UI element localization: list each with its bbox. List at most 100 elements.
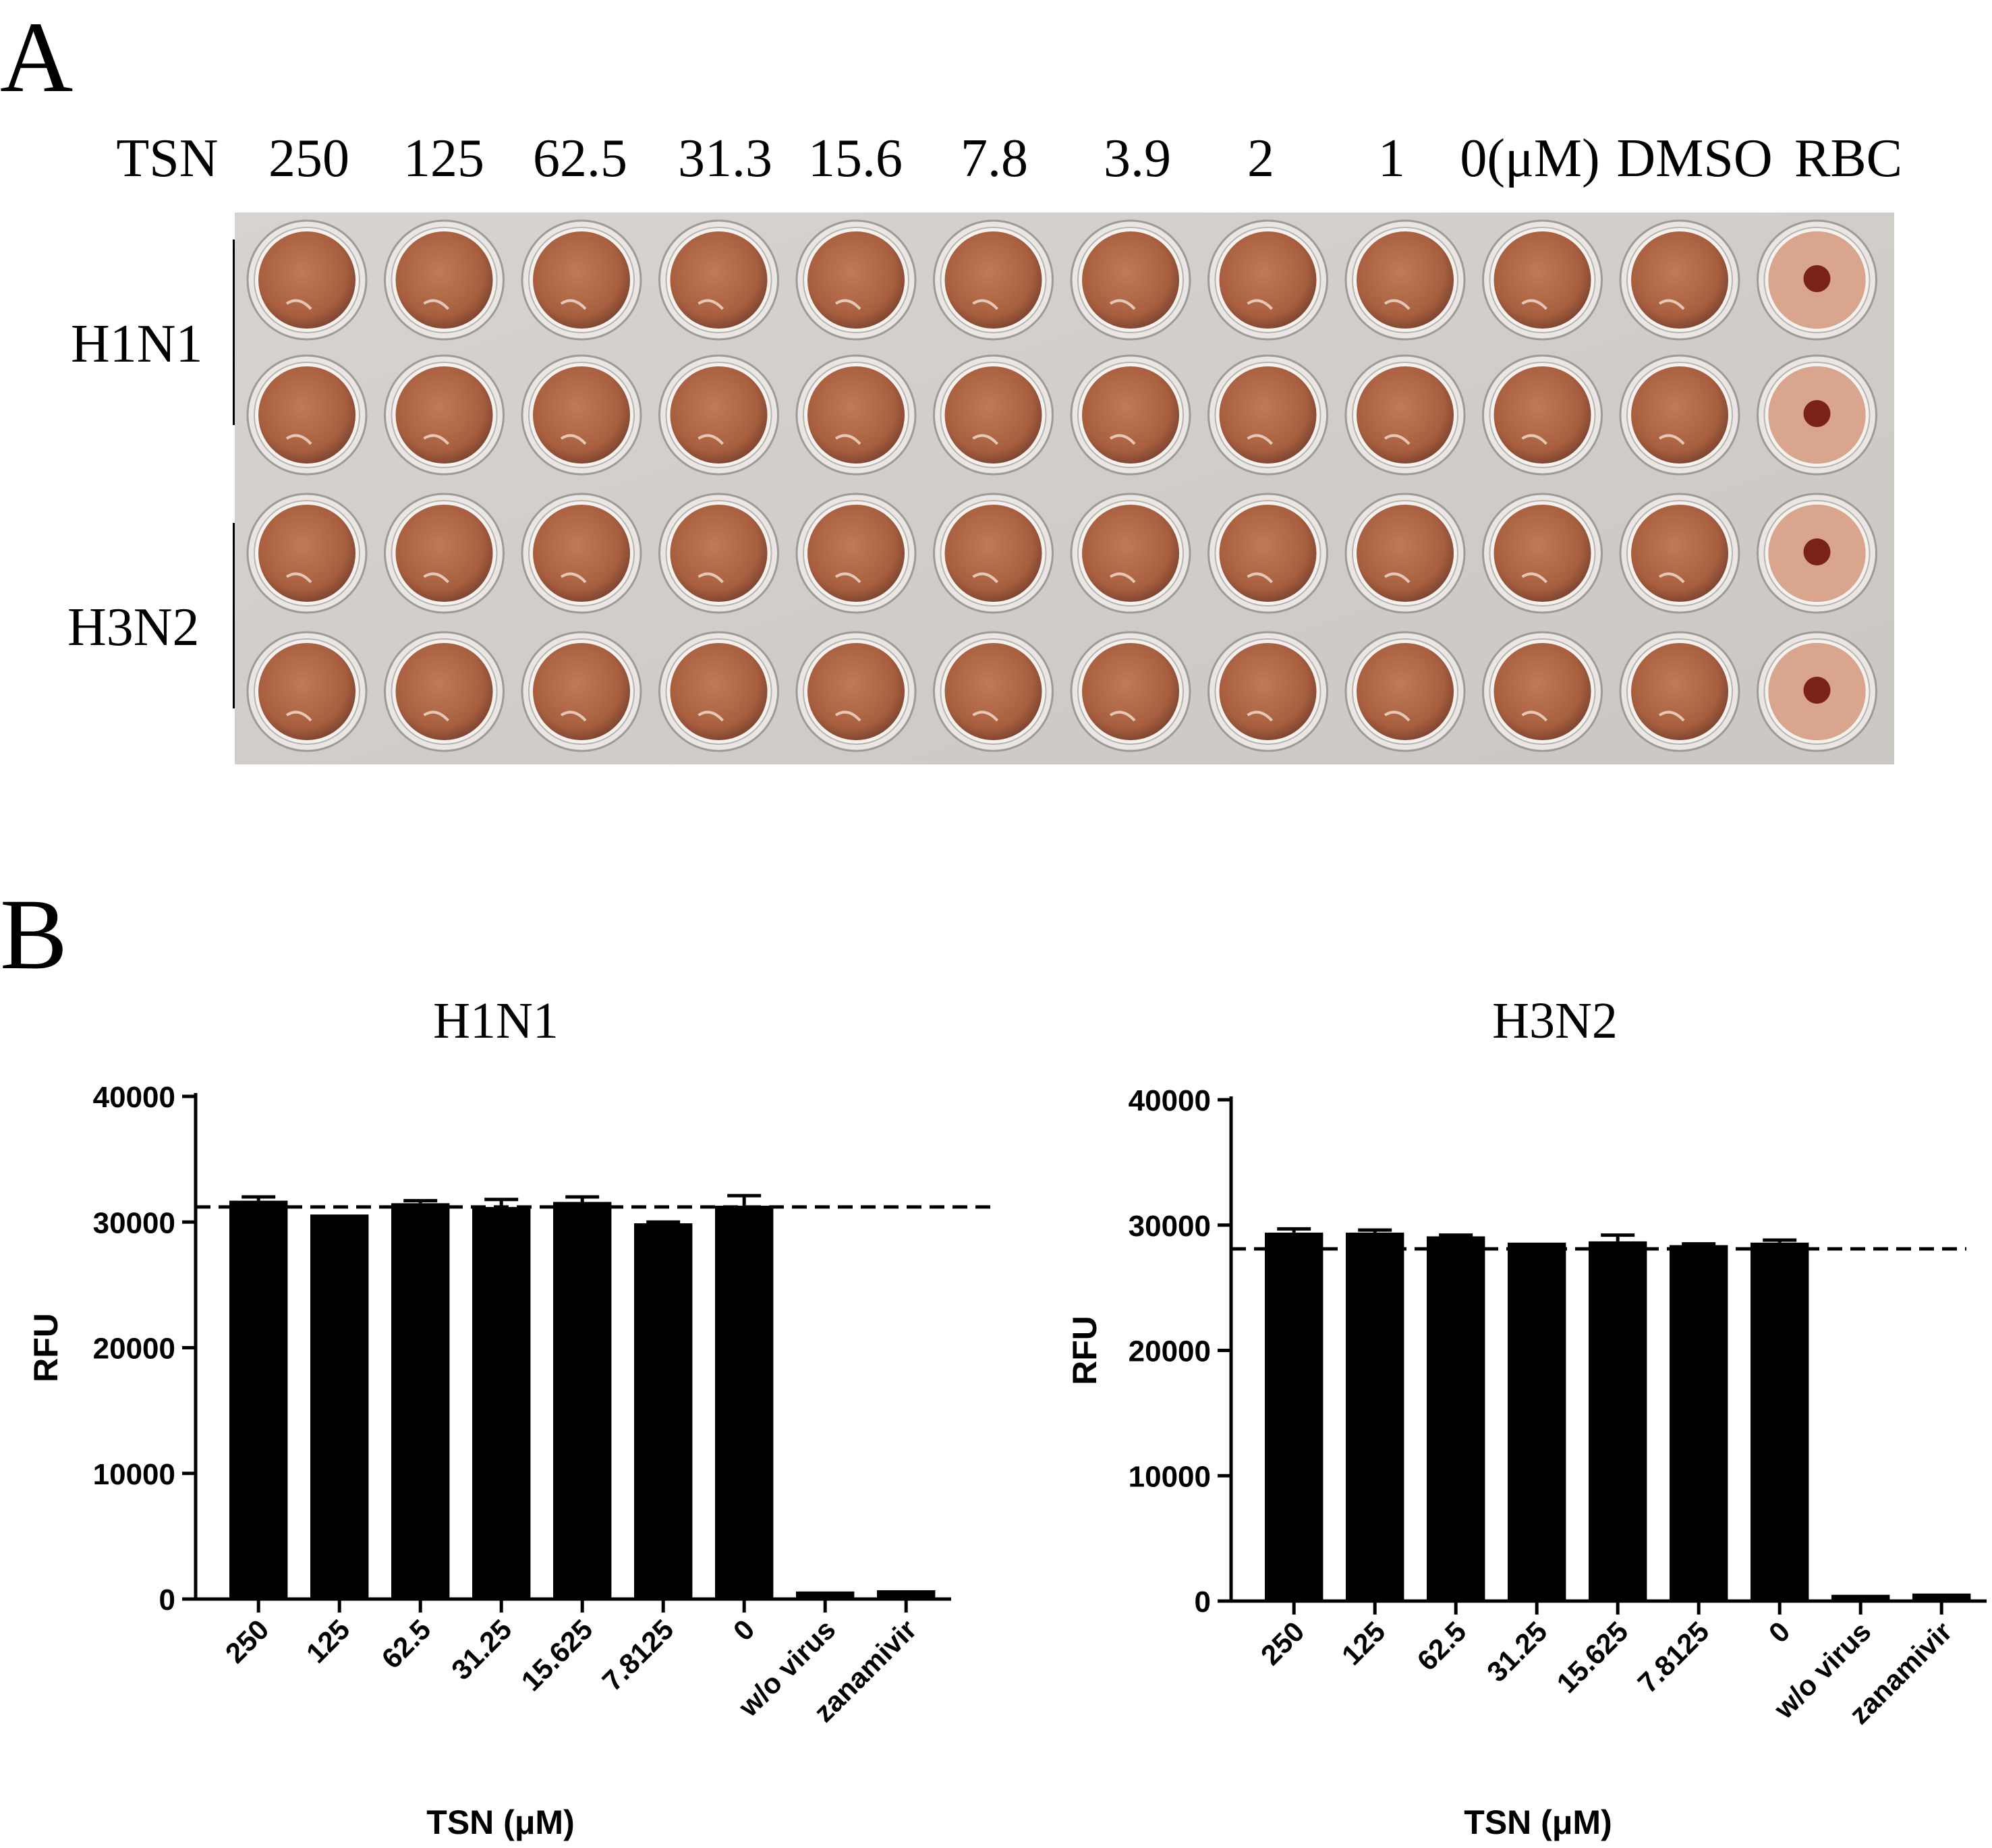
concentration-label: RBC bbox=[1794, 129, 1903, 188]
plate-well bbox=[658, 493, 779, 614]
plate-well bbox=[521, 493, 642, 614]
y-tick-label: 30000 bbox=[1129, 1210, 1211, 1243]
plate-well bbox=[1619, 493, 1740, 614]
plate-well bbox=[1482, 493, 1603, 614]
plate-well bbox=[933, 631, 1054, 752]
concentration-label: 15.6 bbox=[808, 129, 903, 188]
plate-well bbox=[1757, 219, 1877, 341]
panel-letter-b: B bbox=[0, 878, 68, 990]
panel-letter-a: A bbox=[0, 1, 74, 113]
bar bbox=[1751, 1242, 1809, 1601]
y-tick-label: 20000 bbox=[1129, 1335, 1211, 1368]
plate-well bbox=[658, 354, 779, 476]
rbc-button-dot bbox=[1803, 677, 1831, 704]
bar bbox=[634, 1223, 693, 1599]
bar bbox=[229, 1200, 288, 1599]
plate-well bbox=[1207, 354, 1328, 476]
bar bbox=[391, 1203, 450, 1599]
x-tick-label: 15.625 bbox=[1550, 1615, 1634, 1699]
plate-well bbox=[1757, 354, 1877, 476]
plate-well bbox=[658, 631, 779, 752]
plate-background bbox=[235, 213, 1894, 764]
plate-well bbox=[1757, 493, 1877, 614]
plate-well bbox=[1344, 219, 1466, 341]
concentration-label: TSN bbox=[116, 129, 219, 188]
concentration-label: DMSO bbox=[1616, 129, 1773, 188]
row-bracket-h3n2 bbox=[233, 523, 235, 708]
concentration-label: 7.8 bbox=[961, 129, 1028, 188]
plate-well bbox=[1757, 631, 1877, 752]
plate-well bbox=[1070, 219, 1191, 341]
plate-well bbox=[1207, 493, 1328, 614]
bar bbox=[1670, 1245, 1728, 1601]
x-tick-label: 62.5 bbox=[1411, 1615, 1473, 1677]
plate-wells bbox=[246, 219, 1877, 752]
bar bbox=[1508, 1242, 1566, 1601]
bar bbox=[796, 1591, 855, 1599]
x-tick-label: 125 bbox=[1336, 1615, 1392, 1671]
x-axis-label: TSN (μM) bbox=[426, 1803, 574, 1841]
x-tick-label: 7.8125 bbox=[1631, 1615, 1715, 1699]
plate-well bbox=[1207, 631, 1328, 752]
rbc-button-dot bbox=[1803, 538, 1831, 565]
y-axis-label: RFU bbox=[27, 1313, 65, 1382]
concentration-label: 31.3 bbox=[678, 129, 772, 188]
plate-well bbox=[384, 631, 505, 752]
plate-well bbox=[795, 219, 917, 341]
plate-well bbox=[384, 493, 505, 614]
plate-well bbox=[1482, 354, 1603, 476]
concentration-label: 2 bbox=[1247, 129, 1274, 188]
x-tick-label: 0 bbox=[1763, 1615, 1796, 1649]
plate-well bbox=[658, 219, 779, 341]
concentration-label: 3.9 bbox=[1104, 129, 1171, 188]
plate-well bbox=[1344, 354, 1466, 476]
plate-well bbox=[1482, 631, 1603, 752]
y-tick-label: 20000 bbox=[93, 1333, 175, 1366]
bar bbox=[310, 1214, 369, 1599]
y-tick-label: 10000 bbox=[93, 1458, 175, 1491]
plate-well bbox=[246, 631, 368, 752]
y-tick-label: 40000 bbox=[93, 1081, 175, 1114]
plate-well bbox=[795, 354, 917, 476]
concentration-header: TSN 250 125 62.5 31.3 15.6 7.8 3.9 2 1 0… bbox=[0, 128, 1992, 189]
x-tick-label: 31.25 bbox=[1481, 1615, 1554, 1688]
plate-well bbox=[795, 493, 917, 614]
plate-well bbox=[246, 354, 368, 476]
plate-well bbox=[521, 219, 642, 341]
plate-well bbox=[1070, 631, 1191, 752]
plate-well bbox=[246, 493, 368, 614]
plate-well bbox=[1619, 354, 1740, 476]
y-tick-label: 0 bbox=[1195, 1586, 1211, 1619]
bar bbox=[1912, 1593, 1971, 1601]
plate-well bbox=[933, 493, 1054, 614]
y-tick-label: 0 bbox=[159, 1584, 175, 1617]
bar bbox=[553, 1202, 612, 1599]
chart-title-h3n2: H3N2 bbox=[1492, 992, 1618, 1049]
plate-well bbox=[384, 354, 505, 476]
x-tick-label: 250 bbox=[1255, 1615, 1311, 1671]
concentration-label: 0(μM) bbox=[1460, 129, 1600, 188]
plate-well bbox=[1482, 219, 1603, 341]
y-tick-label: 30000 bbox=[93, 1206, 175, 1239]
bar bbox=[1831, 1594, 1890, 1601]
bar bbox=[1265, 1232, 1324, 1601]
plate-well bbox=[1344, 493, 1466, 614]
plate-well bbox=[1207, 219, 1328, 341]
plate-photo bbox=[235, 213, 1894, 764]
plate-well bbox=[1619, 631, 1740, 752]
plate-well bbox=[521, 631, 642, 752]
rbc-button-dot bbox=[1803, 400, 1831, 427]
x-axis-label: TSN (μM) bbox=[1464, 1803, 1612, 1841]
plate-well bbox=[933, 219, 1054, 341]
y-tick-label: 10000 bbox=[1129, 1460, 1211, 1493]
row-label-h3n2: H3N2 bbox=[67, 598, 200, 657]
plate-well bbox=[795, 631, 917, 752]
concentration-label: 62.5 bbox=[533, 129, 627, 188]
plate-well bbox=[384, 219, 505, 341]
plate-well bbox=[933, 354, 1054, 476]
plate-well bbox=[1619, 219, 1740, 341]
chart-title-h1n1: H1N1 bbox=[433, 992, 559, 1049]
bar bbox=[472, 1206, 531, 1599]
